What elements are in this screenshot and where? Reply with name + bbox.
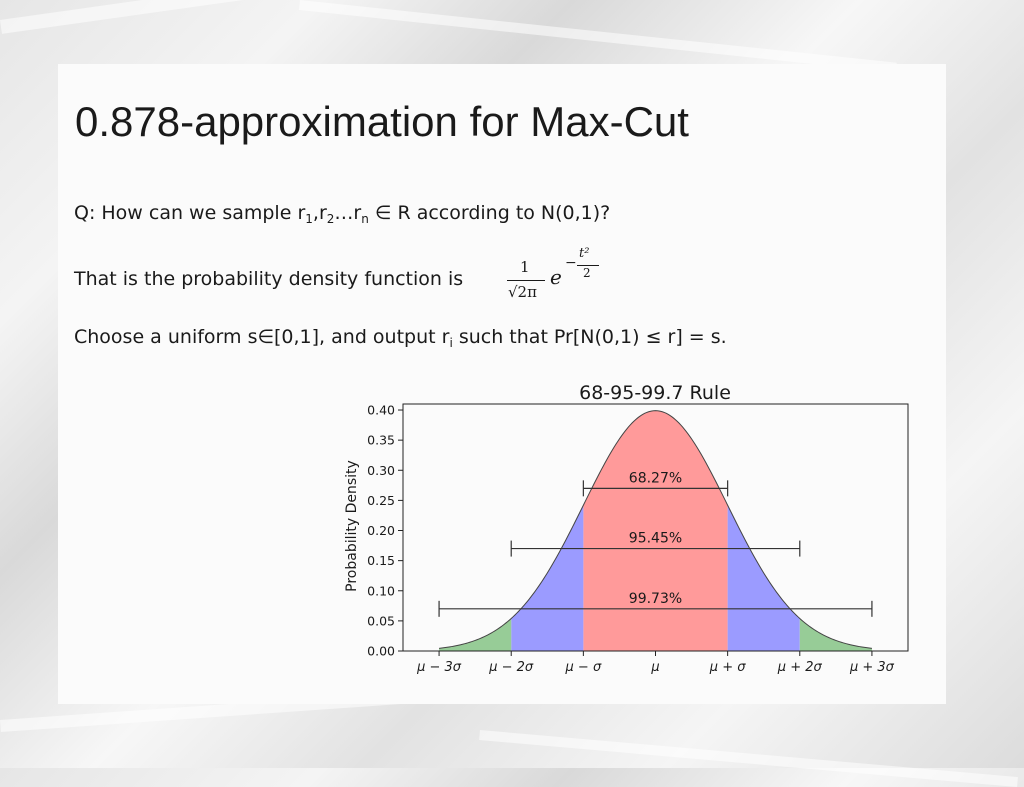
area-region xyxy=(799,618,872,651)
x-tick-label: μ − 3σ xyxy=(416,660,462,675)
formula-exp-denominator: 2 xyxy=(583,266,591,280)
slide-title: 0.878-approximation for Max-Cut xyxy=(75,98,689,145)
x-tick-label: μ + σ xyxy=(709,660,746,675)
sampling-question: Q: How can we sample r1,r2…rn ∈ R accord… xyxy=(74,202,610,226)
formula-exp-numerator: t² xyxy=(579,246,590,261)
density-statement: That is the probability density function… xyxy=(74,268,463,290)
subscript: i xyxy=(449,336,453,350)
slide-panel xyxy=(58,64,946,704)
y-tick-label: 0.25 xyxy=(367,493,395,508)
formula-denominator: √2π xyxy=(508,283,537,301)
text: ∈ R according to N(0,1)? xyxy=(368,202,611,224)
interval-label: 99.73% xyxy=(629,591,682,607)
y-tick-label: 0.30 xyxy=(367,463,395,478)
subscript: 2 xyxy=(326,212,335,226)
text: …r xyxy=(334,202,362,224)
text: Choose a uniform s∈[0,1], and output r xyxy=(74,326,450,348)
normal-distribution-chart: 68-95-99.7 Rule Probability Density 68.2… xyxy=(344,382,909,675)
fraction-bar xyxy=(507,280,545,281)
y-tick-label: 0.10 xyxy=(367,583,395,598)
text: ,r xyxy=(312,202,327,224)
x-tick-label: μ xyxy=(650,660,659,675)
exp-fraction-bar xyxy=(577,265,599,266)
x-tick-label: μ − σ xyxy=(565,660,602,675)
x-tick-label: μ + 3σ xyxy=(849,660,895,675)
interval-label: 95.45% xyxy=(629,531,682,547)
interval-label: 68.27% xyxy=(629,470,682,486)
background-streak xyxy=(298,0,897,73)
x-tick-label: μ + 2σ xyxy=(777,660,823,675)
y-tick-label: 0.35 xyxy=(367,433,395,448)
text: Q: How can we sample r xyxy=(74,202,306,224)
text: That is the probability density function… xyxy=(74,268,464,290)
y-tick-label: 0.00 xyxy=(367,644,395,659)
density-curve xyxy=(439,410,872,649)
background-streak xyxy=(479,730,1018,787)
area-region xyxy=(583,410,728,651)
area-region xyxy=(439,618,512,651)
x-tick-label: μ − 2σ xyxy=(488,660,534,675)
chart-title: 68-95-99.7 Rule xyxy=(579,382,731,404)
y-tick-label: 0.05 xyxy=(367,613,395,628)
y-tick-label: 0.40 xyxy=(367,403,395,418)
formula-numerator: 1 xyxy=(520,258,530,276)
y-tick-label: 0.20 xyxy=(367,523,395,538)
subscript: n xyxy=(361,212,369,226)
formula-exp-sign: − xyxy=(565,255,577,271)
formula-base: e xyxy=(550,265,562,289)
sampling-method: Choose a uniform s∈[0,1], and output ri … xyxy=(74,326,727,350)
y-tick-label: 0.15 xyxy=(367,553,395,568)
subscript: 1 xyxy=(305,212,313,226)
density-formula: 1 √2π e − t² 2 xyxy=(503,246,613,312)
text: such that Pr[N(0,1) ≤ r] = s. xyxy=(452,326,727,348)
y-axis-label: Probability Density xyxy=(344,460,360,592)
